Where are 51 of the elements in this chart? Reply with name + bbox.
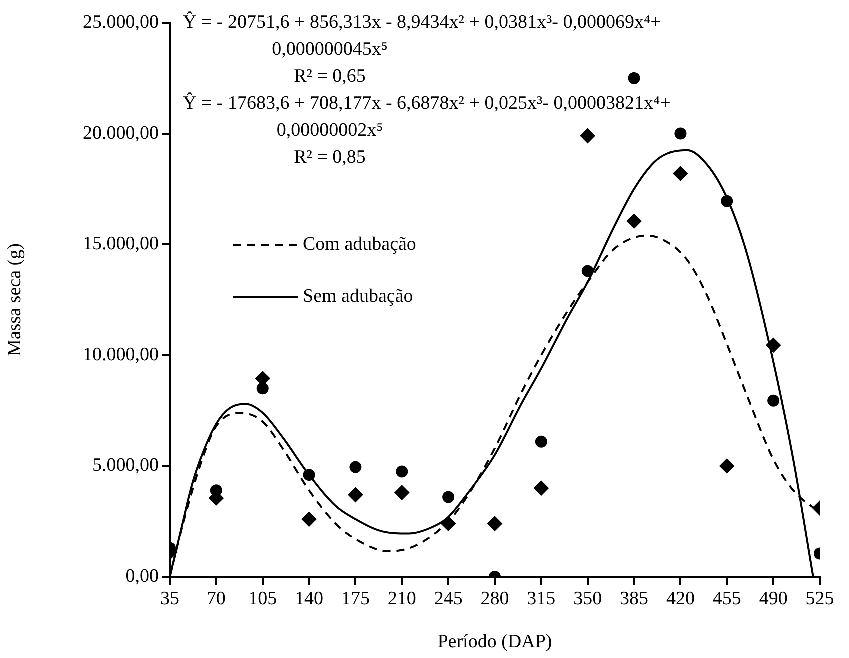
y-axis-title: Massa seca (g) <box>4 244 26 356</box>
y-tick-label: 15.000,00 <box>83 234 159 255</box>
point <box>394 485 410 500</box>
point <box>302 512 317 527</box>
point <box>303 469 316 482</box>
y-tick-label: 25.000,00 <box>83 12 159 33</box>
x-tick-label: 525 <box>806 588 834 610</box>
x-tick-label: 35 <box>160 588 180 610</box>
point <box>626 214 642 229</box>
annotation: Ŷ = - 17683,6 + 708,177x - 6,6878x² + 0,025x³- 0,00003821x⁴+ 0,00000002x⁵ <box>183 92 671 141</box>
x-tick-label: 140 <box>295 588 324 610</box>
x-tick-label: 105 <box>248 588 278 610</box>
point <box>350 461 362 474</box>
point <box>721 195 734 208</box>
annotation: R² = 0,85 <box>294 146 366 168</box>
point <box>535 436 548 448</box>
x-tick-label: 175 <box>341 588 370 610</box>
point <box>441 516 456 532</box>
x-tick-label: 420 <box>666 588 695 610</box>
x-tick-label: 315 <box>527 588 556 610</box>
x-tick-label: 490 <box>759 588 788 610</box>
x-tick-label: 350 <box>574 588 602 610</box>
point <box>720 458 735 474</box>
x-tick-label: 245 <box>434 588 463 610</box>
point <box>256 382 269 395</box>
annotation: Ŷ = - 20751,6 + 856,313x - 8,9434x² + 0,0381x³- 0,000069x⁴+ 0,000000045x⁵ <box>183 10 662 60</box>
point <box>580 128 596 144</box>
point <box>488 516 502 532</box>
y-tick-label: 20.000,00 <box>83 122 159 144</box>
legend-label: Com adubação <box>303 234 416 255</box>
x-tick-label: 210 <box>388 588 416 610</box>
point <box>582 265 594 278</box>
x-tick-label: 70 <box>206 588 226 610</box>
point <box>766 338 782 353</box>
y-tick-label: 5.000,00 <box>92 455 159 476</box>
x-tick-label: 385 <box>620 588 649 610</box>
x-tick-label: 455 <box>712 588 742 610</box>
point <box>348 488 364 503</box>
point <box>628 72 640 84</box>
legend-label: Sem adubação <box>303 286 414 307</box>
y-tick-label: 10.000,00 <box>83 344 159 366</box>
point <box>673 166 688 182</box>
point <box>674 128 687 140</box>
y-tick-label: 0,00 <box>126 566 159 587</box>
x-axis-title: Período (DAP) <box>438 632 552 653</box>
point <box>442 491 455 504</box>
x-tick-label: 280 <box>480 588 510 610</box>
point <box>534 480 549 496</box>
point <box>396 466 408 478</box>
annotation: R² = 0,65 <box>294 66 366 87</box>
point <box>768 394 780 407</box>
